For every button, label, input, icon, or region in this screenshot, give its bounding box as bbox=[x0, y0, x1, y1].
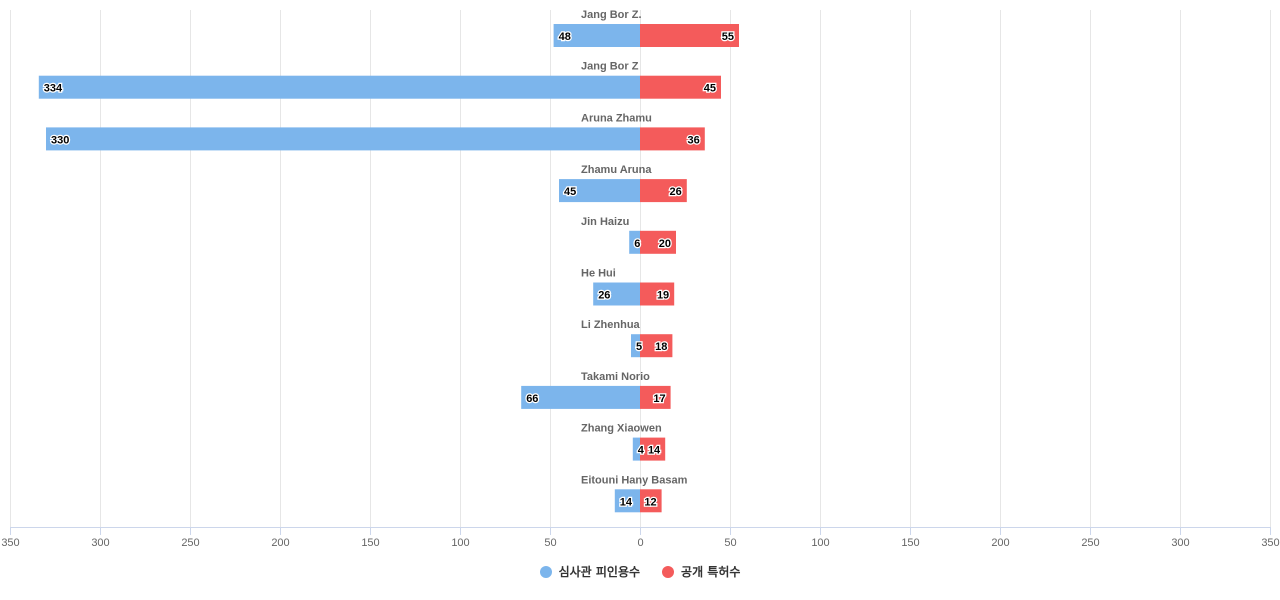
data-label-right: 55 bbox=[722, 31, 734, 43]
x-tick-label: 50 bbox=[544, 537, 556, 549]
bar-left[interactable] bbox=[521, 385, 640, 409]
category-label: Jin Haizu bbox=[581, 216, 629, 228]
bar-left[interactable] bbox=[593, 282, 640, 306]
data-label-left: 66 bbox=[526, 393, 538, 405]
bar-right[interactable] bbox=[640, 282, 675, 306]
x-axis: 350 300 250 200 150 100 50 0 50 100 150 200 250 300 35… bbox=[1, 527, 1280, 549]
data-label-left: 4 bbox=[638, 445, 645, 457]
data-label-right: 14 bbox=[648, 445, 661, 457]
legend: 심사관 피인용수 공개 특허수 bbox=[0, 563, 1280, 580]
bar-left[interactable] bbox=[38, 75, 641, 99]
data-label-right: 45 bbox=[704, 83, 716, 95]
data-label-left: 330 bbox=[51, 134, 69, 146]
bar-right[interactable] bbox=[640, 24, 739, 47]
bar-right[interactable] bbox=[640, 489, 662, 513]
x-tick-label: 100 bbox=[451, 537, 469, 549]
category-labels: Jang Bor Z. Jang Bor Z Aruna Zhamu Zhamu Ar… bbox=[581, 9, 688, 486]
legend-item-right-series[interactable]: 공개 특허수 bbox=[662, 563, 740, 580]
x-tick-label: 0 bbox=[637, 537, 643, 549]
data-label-left: 6 bbox=[634, 238, 640, 250]
bar-left[interactable] bbox=[631, 334, 640, 358]
bar-right[interactable] bbox=[640, 179, 687, 203]
legend-marker-left bbox=[539, 565, 552, 578]
category-label: Eitouni Hany Basam bbox=[581, 474, 688, 486]
data-label-left: 14 bbox=[620, 496, 633, 508]
bar-left[interactable] bbox=[632, 437, 640, 461]
category-label: Li Zhenhua bbox=[581, 319, 641, 331]
x-tick-label: 50 bbox=[724, 537, 736, 549]
data-label-right: 18 bbox=[655, 341, 667, 353]
legend-label-left: 심사관 피인용수 bbox=[558, 565, 641, 579]
category-label: Jang Bor Z bbox=[581, 61, 639, 73]
bar-left[interactable] bbox=[629, 230, 640, 254]
x-tick-label: 300 bbox=[91, 537, 109, 549]
category-label: Takami Norio bbox=[581, 371, 650, 383]
x-tick-label: 200 bbox=[271, 537, 289, 549]
legend-marker-right bbox=[662, 565, 675, 578]
data-label-right: 12 bbox=[644, 496, 656, 508]
x-tick-label: 200 bbox=[991, 537, 1009, 549]
bar-right[interactable] bbox=[640, 385, 671, 409]
category-label: Jang Bor Z. bbox=[581, 9, 642, 21]
category-label: Zhamu Aruna bbox=[581, 164, 652, 176]
x-tick-label: 250 bbox=[1081, 537, 1099, 549]
data-label-left: 26 bbox=[598, 290, 610, 302]
data-label-left: 334 bbox=[44, 83, 63, 95]
data-label-right: 17 bbox=[653, 393, 665, 405]
data-label-right: 20 bbox=[659, 238, 671, 250]
x-tick-label: 100 bbox=[811, 537, 829, 549]
data-label-left: 48 bbox=[559, 31, 571, 43]
x-tick-label: 250 bbox=[181, 537, 199, 549]
bar-right[interactable] bbox=[640, 334, 673, 358]
data-label-right: 36 bbox=[688, 134, 700, 146]
category-label: Zhang Xiaowen bbox=[581, 423, 662, 435]
bar-left[interactable] bbox=[614, 489, 640, 513]
bar-left[interactable] bbox=[553, 24, 640, 47]
data-label-left: 5 bbox=[636, 341, 642, 353]
x-tick-label: 350 bbox=[1, 537, 19, 549]
x-tick-label: 150 bbox=[901, 537, 919, 549]
category-label: He Hui bbox=[581, 268, 616, 280]
bar-right[interactable] bbox=[640, 127, 705, 151]
data-label-right: 26 bbox=[670, 186, 682, 198]
data-label-left: 45 bbox=[564, 186, 576, 198]
bar-left[interactable] bbox=[559, 179, 640, 203]
bar-left[interactable] bbox=[46, 127, 640, 151]
bars bbox=[38, 24, 739, 513]
data-label-right: 19 bbox=[657, 290, 669, 302]
chart: Jang Bor Z. Jang Bor Z Aruna Zhamu Zhamu Ar… bbox=[1, 9, 1280, 549]
bar-right[interactable] bbox=[640, 437, 666, 461]
x-tick-label: 150 bbox=[361, 537, 379, 549]
x-tick-label: 350 bbox=[1261, 537, 1279, 549]
category-label: Aruna Zhamu bbox=[581, 112, 652, 124]
bar-right[interactable] bbox=[640, 75, 721, 99]
legend-item-left-series[interactable]: 심사관 피인용수 bbox=[539, 563, 641, 580]
legend-label-right: 공개 특허수 bbox=[681, 565, 741, 579]
x-tick-label: 300 bbox=[1171, 537, 1189, 549]
bar-right[interactable] bbox=[640, 230, 676, 254]
